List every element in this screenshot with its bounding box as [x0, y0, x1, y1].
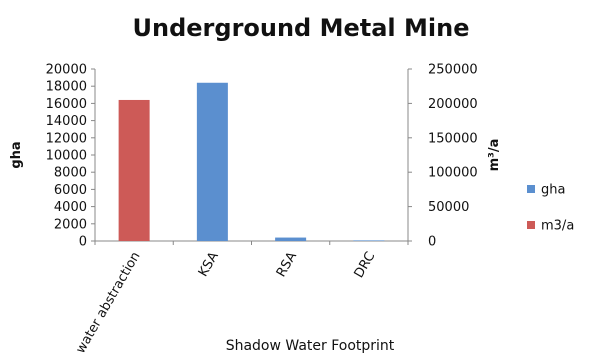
y-axis-left-ticks: 0 2000 4000 6000 8000 10000 12000 14000 16000 180…	[46, 63, 95, 250]
x-axis-tick-label: KSA	[196, 249, 222, 279]
x-axis-title: Shadow Water Footprint	[226, 338, 395, 354]
y-axis-left-tick-label: 0	[79, 235, 87, 250]
chart-title: Underground Metal Mine	[133, 14, 470, 42]
y-axis-right-tick-label: 50000	[428, 200, 469, 215]
y-axis-left-tick-label: 14000	[46, 114, 87, 129]
x-axis-tick-label: water abstraction	[73, 250, 143, 356]
x-axis-tick-label: RSA	[274, 249, 300, 279]
y-axis-right-tick-label: 0	[428, 235, 436, 250]
bar-gha	[196, 82, 228, 241]
legend-swatch	[527, 185, 535, 193]
y-axis-right-tick-label: 250000	[428, 63, 478, 78]
bars	[118, 82, 385, 242]
y-axis-left-tick-label: 10000	[46, 149, 87, 164]
y-axis-right-tick-label: 200000	[428, 97, 478, 112]
y-axis-right-tick-label: 150000	[428, 131, 478, 146]
y-axis-left-title: gha	[9, 141, 24, 168]
y-axis-right-tick-label: 100000	[428, 166, 478, 181]
y-axis-left-tick-label: 8000	[54, 166, 87, 181]
legend-swatch	[527, 221, 535, 229]
legend: gha m3/a	[527, 183, 574, 234]
y-axis-left-tick-label: 4000	[54, 200, 87, 215]
legend-label: m3/a	[541, 219, 574, 234]
y-axis-left-tick-label: 6000	[54, 183, 87, 198]
plot-area: 0 2000 4000 6000 8000 10000 12000 14000 16000 180…	[46, 63, 478, 356]
y-axis-left-tick-label: 18000	[46, 80, 87, 95]
bar-gha	[275, 237, 307, 241]
y-axis-left-tick-label: 20000	[46, 63, 87, 78]
y-axis-left-tick-label: 16000	[46, 97, 87, 112]
x-axis-tick-label: DRC	[352, 250, 379, 281]
bar-gha	[353, 240, 385, 241]
y-axis-right-ticks: 0 50000 100000 150000 200000 250000	[408, 63, 478, 250]
legend-label: gha	[541, 183, 565, 198]
bar-m3-a	[118, 99, 150, 242]
y-axis-right-title: m³/a	[487, 139, 502, 172]
y-axis-left-tick-label: 12000	[46, 131, 87, 146]
y-axis-left-tick-label: 2000	[54, 217, 87, 232]
